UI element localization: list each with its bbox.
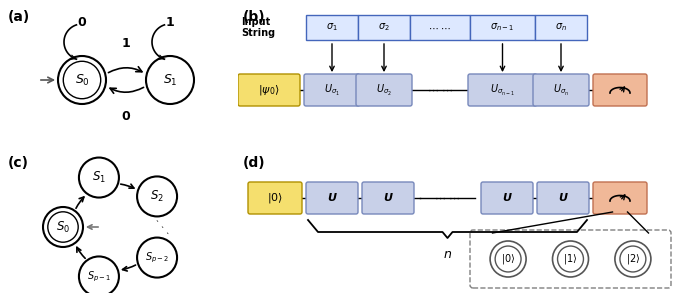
Text: $S_{p-1}$: $S_{p-1}$ — [87, 269, 111, 284]
Text: U: U — [558, 193, 567, 203]
FancyBboxPatch shape — [306, 182, 358, 214]
FancyBboxPatch shape — [304, 74, 360, 106]
Bar — [358, 15, 410, 40]
Text: 0: 0 — [77, 16, 86, 28]
FancyBboxPatch shape — [470, 230, 671, 288]
FancyBboxPatch shape — [238, 74, 300, 106]
Text: 1: 1 — [122, 37, 130, 50]
Text: $\cdots\ \cdots$: $\cdots\ \cdots$ — [427, 85, 453, 95]
Text: $S_2$: $S_2$ — [150, 189, 164, 204]
Text: (a): (a) — [8, 10, 30, 24]
Text: Input
String: Input String — [241, 17, 275, 38]
Text: $\sigma_n$: $\sigma_n$ — [555, 22, 567, 33]
Text: $|0\rangle$: $|0\rangle$ — [267, 191, 283, 205]
Text: $|0\rangle$: $|0\rangle$ — [501, 252, 515, 266]
Bar — [535, 15, 587, 40]
Text: 1: 1 — [166, 16, 175, 28]
Bar — [306, 15, 358, 40]
Text: $U_{\sigma_{n-1}}$: $U_{\sigma_{n-1}}$ — [490, 82, 515, 98]
Circle shape — [137, 176, 177, 217]
Text: $|1\rangle$: $|1\rangle$ — [563, 252, 577, 266]
Text: $n$: $n$ — [443, 248, 452, 261]
Text: $|\psi_0\rangle$: $|\psi_0\rangle$ — [258, 83, 280, 97]
FancyBboxPatch shape — [593, 74, 647, 106]
Circle shape — [43, 207, 83, 247]
Text: $\sigma_1$: $\sigma_1$ — [326, 22, 338, 33]
Bar — [470, 15, 535, 40]
FancyBboxPatch shape — [593, 182, 647, 214]
Text: $\cdots\ \cdots$: $\cdots\ \cdots$ — [428, 23, 452, 33]
Text: U: U — [327, 193, 336, 203]
Circle shape — [79, 158, 119, 197]
Text: $\sigma_{n-1}$: $\sigma_{n-1}$ — [490, 22, 514, 33]
Text: $U_{\sigma_1}$: $U_{\sigma_1}$ — [324, 82, 340, 98]
FancyBboxPatch shape — [362, 182, 414, 214]
Circle shape — [137, 238, 177, 277]
FancyBboxPatch shape — [468, 74, 537, 106]
Text: $|2\rangle$: $|2\rangle$ — [625, 252, 640, 266]
Text: $U_{\sigma_n}$: $U_{\sigma_n}$ — [553, 82, 569, 98]
Circle shape — [490, 241, 526, 277]
Circle shape — [146, 56, 194, 104]
Text: (c): (c) — [8, 156, 29, 170]
FancyBboxPatch shape — [248, 182, 302, 214]
Text: $S_1$: $S_1$ — [162, 72, 177, 88]
Text: $\cdots\ \cdots$: $\cdots\ \cdots$ — [434, 193, 461, 203]
Text: $S_1$: $S_1$ — [92, 170, 106, 185]
Text: (b): (b) — [243, 10, 266, 24]
Text: (d): (d) — [243, 156, 266, 170]
Text: · · ·: · · · — [149, 215, 173, 239]
FancyBboxPatch shape — [356, 74, 412, 106]
Text: 0: 0 — [122, 110, 130, 123]
FancyBboxPatch shape — [537, 182, 589, 214]
Text: U: U — [503, 193, 512, 203]
Text: $\sigma_2$: $\sigma_2$ — [378, 22, 390, 33]
FancyBboxPatch shape — [533, 74, 589, 106]
Text: U: U — [384, 193, 393, 203]
Circle shape — [58, 56, 106, 104]
Circle shape — [553, 241, 588, 277]
FancyBboxPatch shape — [481, 182, 533, 214]
Text: $S_0$: $S_0$ — [75, 72, 90, 88]
Circle shape — [615, 241, 651, 277]
Circle shape — [79, 256, 119, 293]
Text: $S_{p-2}$: $S_{p-2}$ — [145, 250, 169, 265]
Text: $S_0$: $S_0$ — [56, 219, 70, 235]
Bar — [410, 15, 470, 40]
Text: $U_{\sigma_2}$: $U_{\sigma_2}$ — [376, 82, 392, 98]
